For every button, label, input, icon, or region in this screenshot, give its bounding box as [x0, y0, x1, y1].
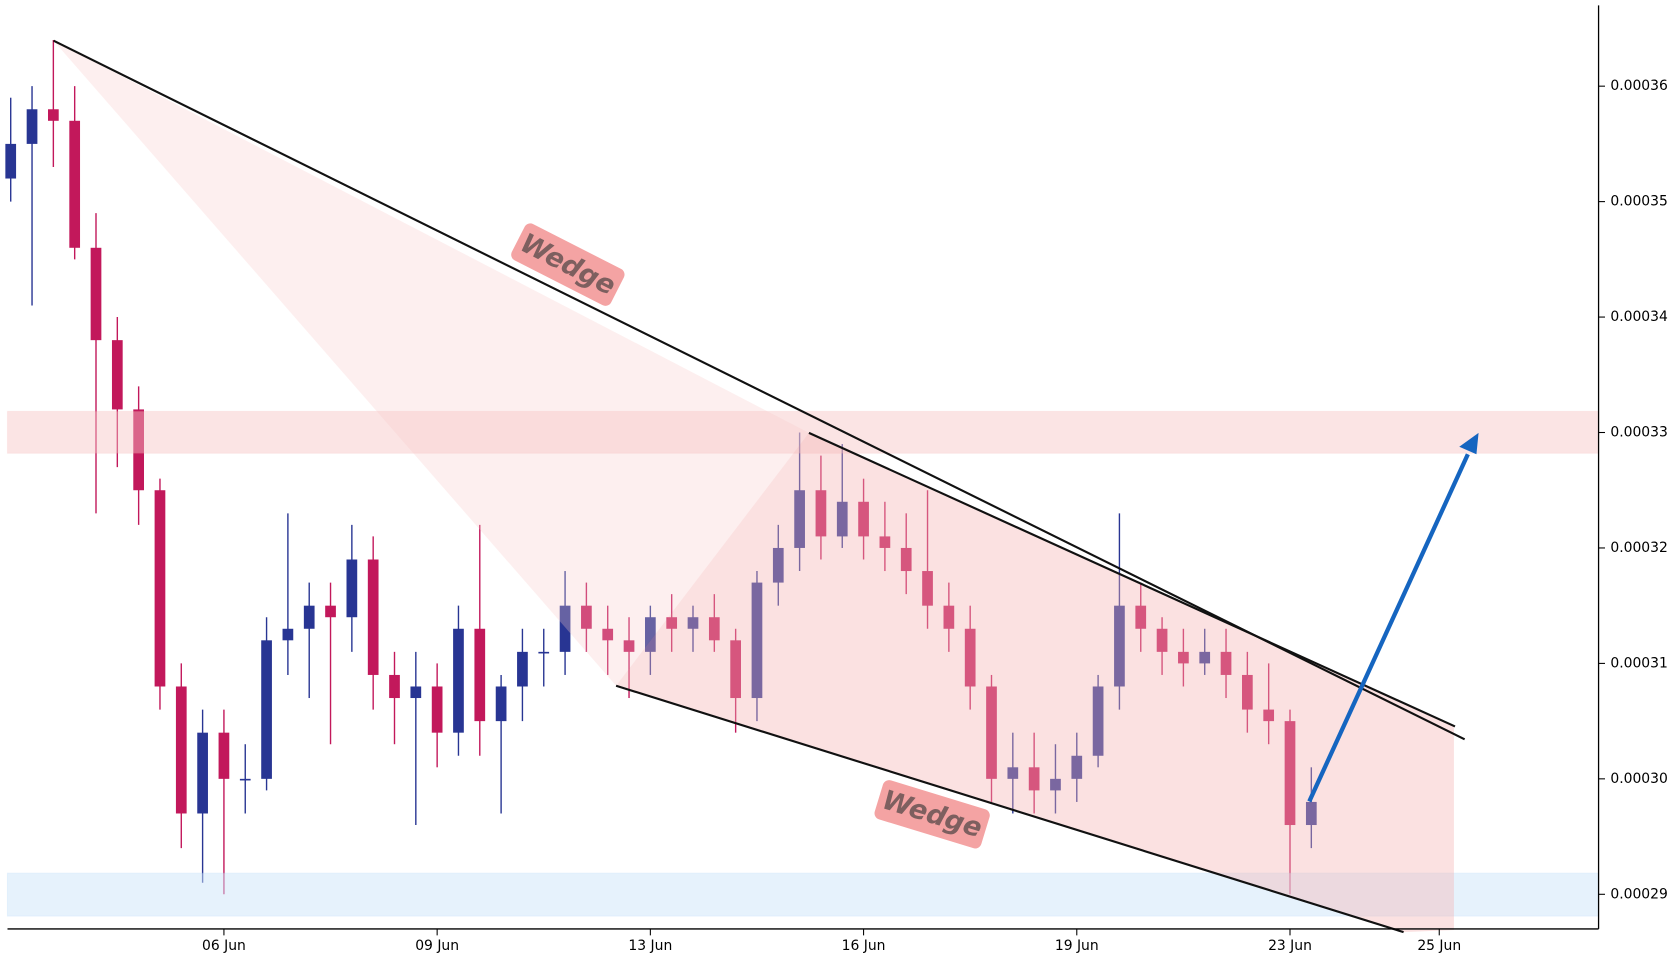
wedge-tag-box [874, 780, 990, 849]
candle-body [730, 640, 741, 699]
candle-body [1178, 651, 1189, 664]
candle-body [474, 628, 486, 722]
candle-body [1092, 686, 1104, 756]
candle-body [986, 686, 997, 779]
y-tick-label: 0.00032 [1610, 540, 1668, 556]
candle-body [517, 651, 528, 687]
candle-body [325, 605, 336, 618]
candle-body [303, 605, 315, 629]
candle-body [453, 628, 464, 733]
candle-body [197, 732, 208, 814]
candle-body [1050, 778, 1061, 791]
x-tick-label: 25 Jun [1417, 938, 1461, 954]
candle-body [69, 120, 81, 248]
x-tick-label: 13 Jun [628, 938, 672, 954]
y-tick-label: 0.00035 [1610, 194, 1668, 210]
candle-body [1114, 605, 1125, 687]
y-tick-label: 0.00029 [1610, 886, 1668, 902]
candle-body [1199, 651, 1211, 664]
candle-body [26, 109, 38, 144]
candle-body [645, 617, 656, 652]
wedge-leg-fill [53, 40, 809, 686]
target-arrow [1307, 453, 1470, 803]
candle-body [431, 686, 443, 733]
x-tick-label: 19 Jun [1055, 938, 1099, 954]
x-tick-label: 06 Jun [202, 938, 246, 954]
candle-body [1220, 651, 1232, 675]
candles [5, 39, 1317, 895]
candle-body [559, 605, 571, 652]
candle-body [1007, 767, 1019, 779]
candle-body [1071, 755, 1083, 779]
candle-body [943, 605, 955, 629]
y-tick-label: 0.00034 [1610, 309, 1668, 325]
candle-body [1135, 605, 1147, 629]
y-tick-label: 0.00030 [1610, 771, 1668, 787]
candle-body [1263, 709, 1275, 722]
candle-body [1156, 628, 1168, 652]
candle-body [48, 109, 59, 121]
candle-body [111, 340, 123, 410]
candle-body [154, 490, 166, 687]
y-tick-label: 0.00036 [1610, 78, 1668, 94]
candle-body [495, 686, 507, 722]
candle-body [623, 640, 635, 652]
candle-body [1284, 721, 1296, 826]
x-tick-label: 16 Jun [842, 938, 886, 954]
candle-body [708, 617, 720, 641]
candle-body [389, 674, 400, 699]
candle-body [879, 536, 891, 548]
candle-body [602, 628, 614, 641]
candle-body [858, 501, 869, 537]
x-tick-label: 23 Jun [1268, 938, 1312, 954]
candle-body [1242, 674, 1253, 710]
candle-body [133, 409, 144, 491]
y-tick-label: 0.00031 [1610, 655, 1668, 671]
x-tick-label: 09 Jun [415, 938, 459, 954]
candle-body [1305, 801, 1317, 826]
candle-body [346, 559, 358, 618]
candle-body [964, 628, 976, 687]
candle-body [751, 582, 763, 699]
candle-body [239, 778, 251, 781]
candle-body [772, 547, 784, 583]
candle-body [410, 686, 422, 699]
candle-body [666, 617, 678, 629]
wedge-inner-line [808, 431, 1456, 728]
candle-body [261, 640, 272, 779]
candle-body [282, 628, 294, 641]
resistance-zone [6, 410, 1600, 454]
wedge-tag-box [511, 223, 625, 306]
y-tick-label: 0.00033 [1610, 425, 1668, 441]
axes: 0.00029 0.00030 0.00031 0.00032 0.00033 0.000… [7, 5, 1668, 954]
candle-body [5, 143, 17, 179]
candle-body [815, 490, 827, 537]
target-arrow-head [1459, 432, 1479, 455]
overlays: Wedge Wedge [6, 39, 1600, 934]
candle-body [218, 732, 230, 779]
candle-body [90, 247, 102, 341]
candle-body [581, 605, 592, 629]
candle-body [367, 559, 379, 675]
candle-body [900, 547, 912, 572]
wedge-fill [616, 432, 1454, 933]
candle-body [1028, 767, 1040, 791]
candle-body [836, 501, 848, 537]
candle-body [175, 686, 187, 814]
candle-body [922, 571, 933, 606]
wedge-lower-line [615, 684, 1404, 934]
candle-body [794, 490, 805, 548]
candle-body [538, 651, 550, 654]
support-zone [6, 872, 1600, 917]
candle-body [687, 617, 699, 629]
